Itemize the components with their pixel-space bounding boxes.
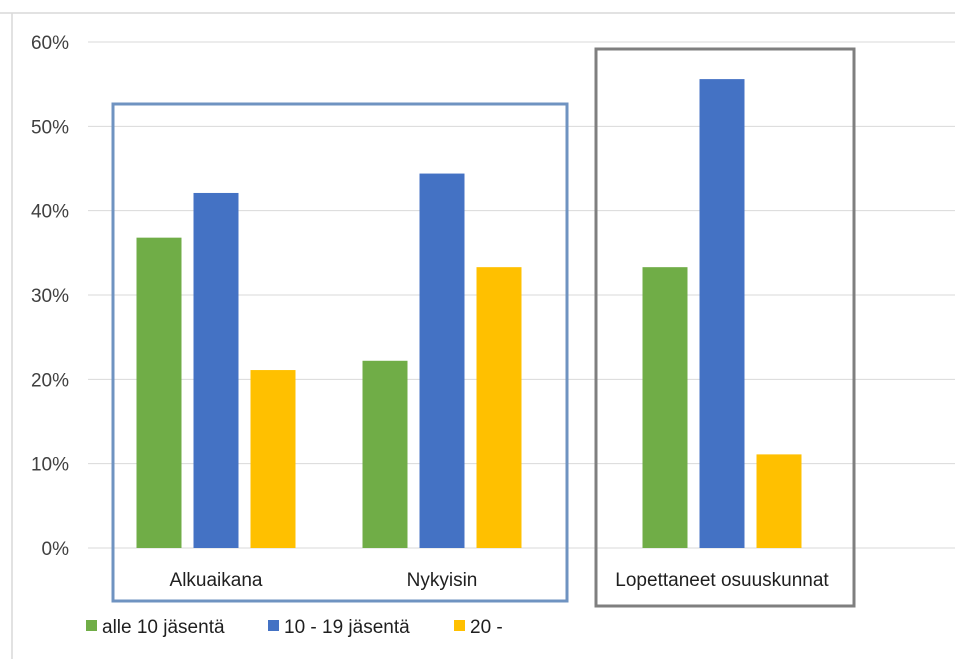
category-labels: Alkuaikana Nykyisin Lopettaneet osuuskunna… bbox=[170, 570, 830, 591]
category-label: Lopettaneet osuuskunnat bbox=[615, 570, 829, 591]
bar-1-3 bbox=[642, 267, 688, 548]
group-box-closed bbox=[594, 47, 856, 608]
y-tick-label: 50% bbox=[31, 117, 69, 138]
legend-label: alle 10 jäsentä bbox=[102, 617, 225, 638]
y-tick-label: 20% bbox=[31, 370, 69, 391]
y-axis-tick-labels: 0% 10% 20% 30% 40% 50% 60% bbox=[31, 33, 69, 560]
legend-swatch bbox=[454, 620, 465, 631]
bar-1-2 bbox=[362, 360, 408, 548]
category-label: Nykyisin bbox=[407, 570, 478, 591]
group-box-current bbox=[111, 102, 569, 603]
group-boxes bbox=[111, 47, 856, 608]
bars bbox=[136, 79, 802, 549]
y-tick-label: 40% bbox=[31, 202, 69, 223]
bar-2-1 bbox=[193, 192, 239, 548]
legend-label: 10 - 19 jäsentä bbox=[284, 617, 410, 638]
legend: alle 10 jäsentä 10 - 19 jäsentä 20 - bbox=[86, 617, 503, 638]
bar-1-1 bbox=[136, 237, 182, 549]
y-tick-label: 0% bbox=[42, 539, 70, 560]
bar-3-3 bbox=[756, 454, 802, 548]
bar-2-2 bbox=[419, 173, 465, 548]
y-tick-label: 10% bbox=[31, 455, 69, 476]
legend-swatch bbox=[86, 620, 97, 631]
bar-3-2 bbox=[476, 267, 522, 548]
bar-2-3 bbox=[699, 79, 745, 549]
y-tick-label: 60% bbox=[31, 33, 69, 54]
legend-label: 20 - bbox=[470, 617, 503, 638]
bar-3-1 bbox=[250, 370, 296, 548]
y-tick-label: 30% bbox=[31, 286, 69, 307]
category-label: Alkuaikana bbox=[170, 570, 263, 591]
legend-swatch bbox=[268, 620, 279, 631]
